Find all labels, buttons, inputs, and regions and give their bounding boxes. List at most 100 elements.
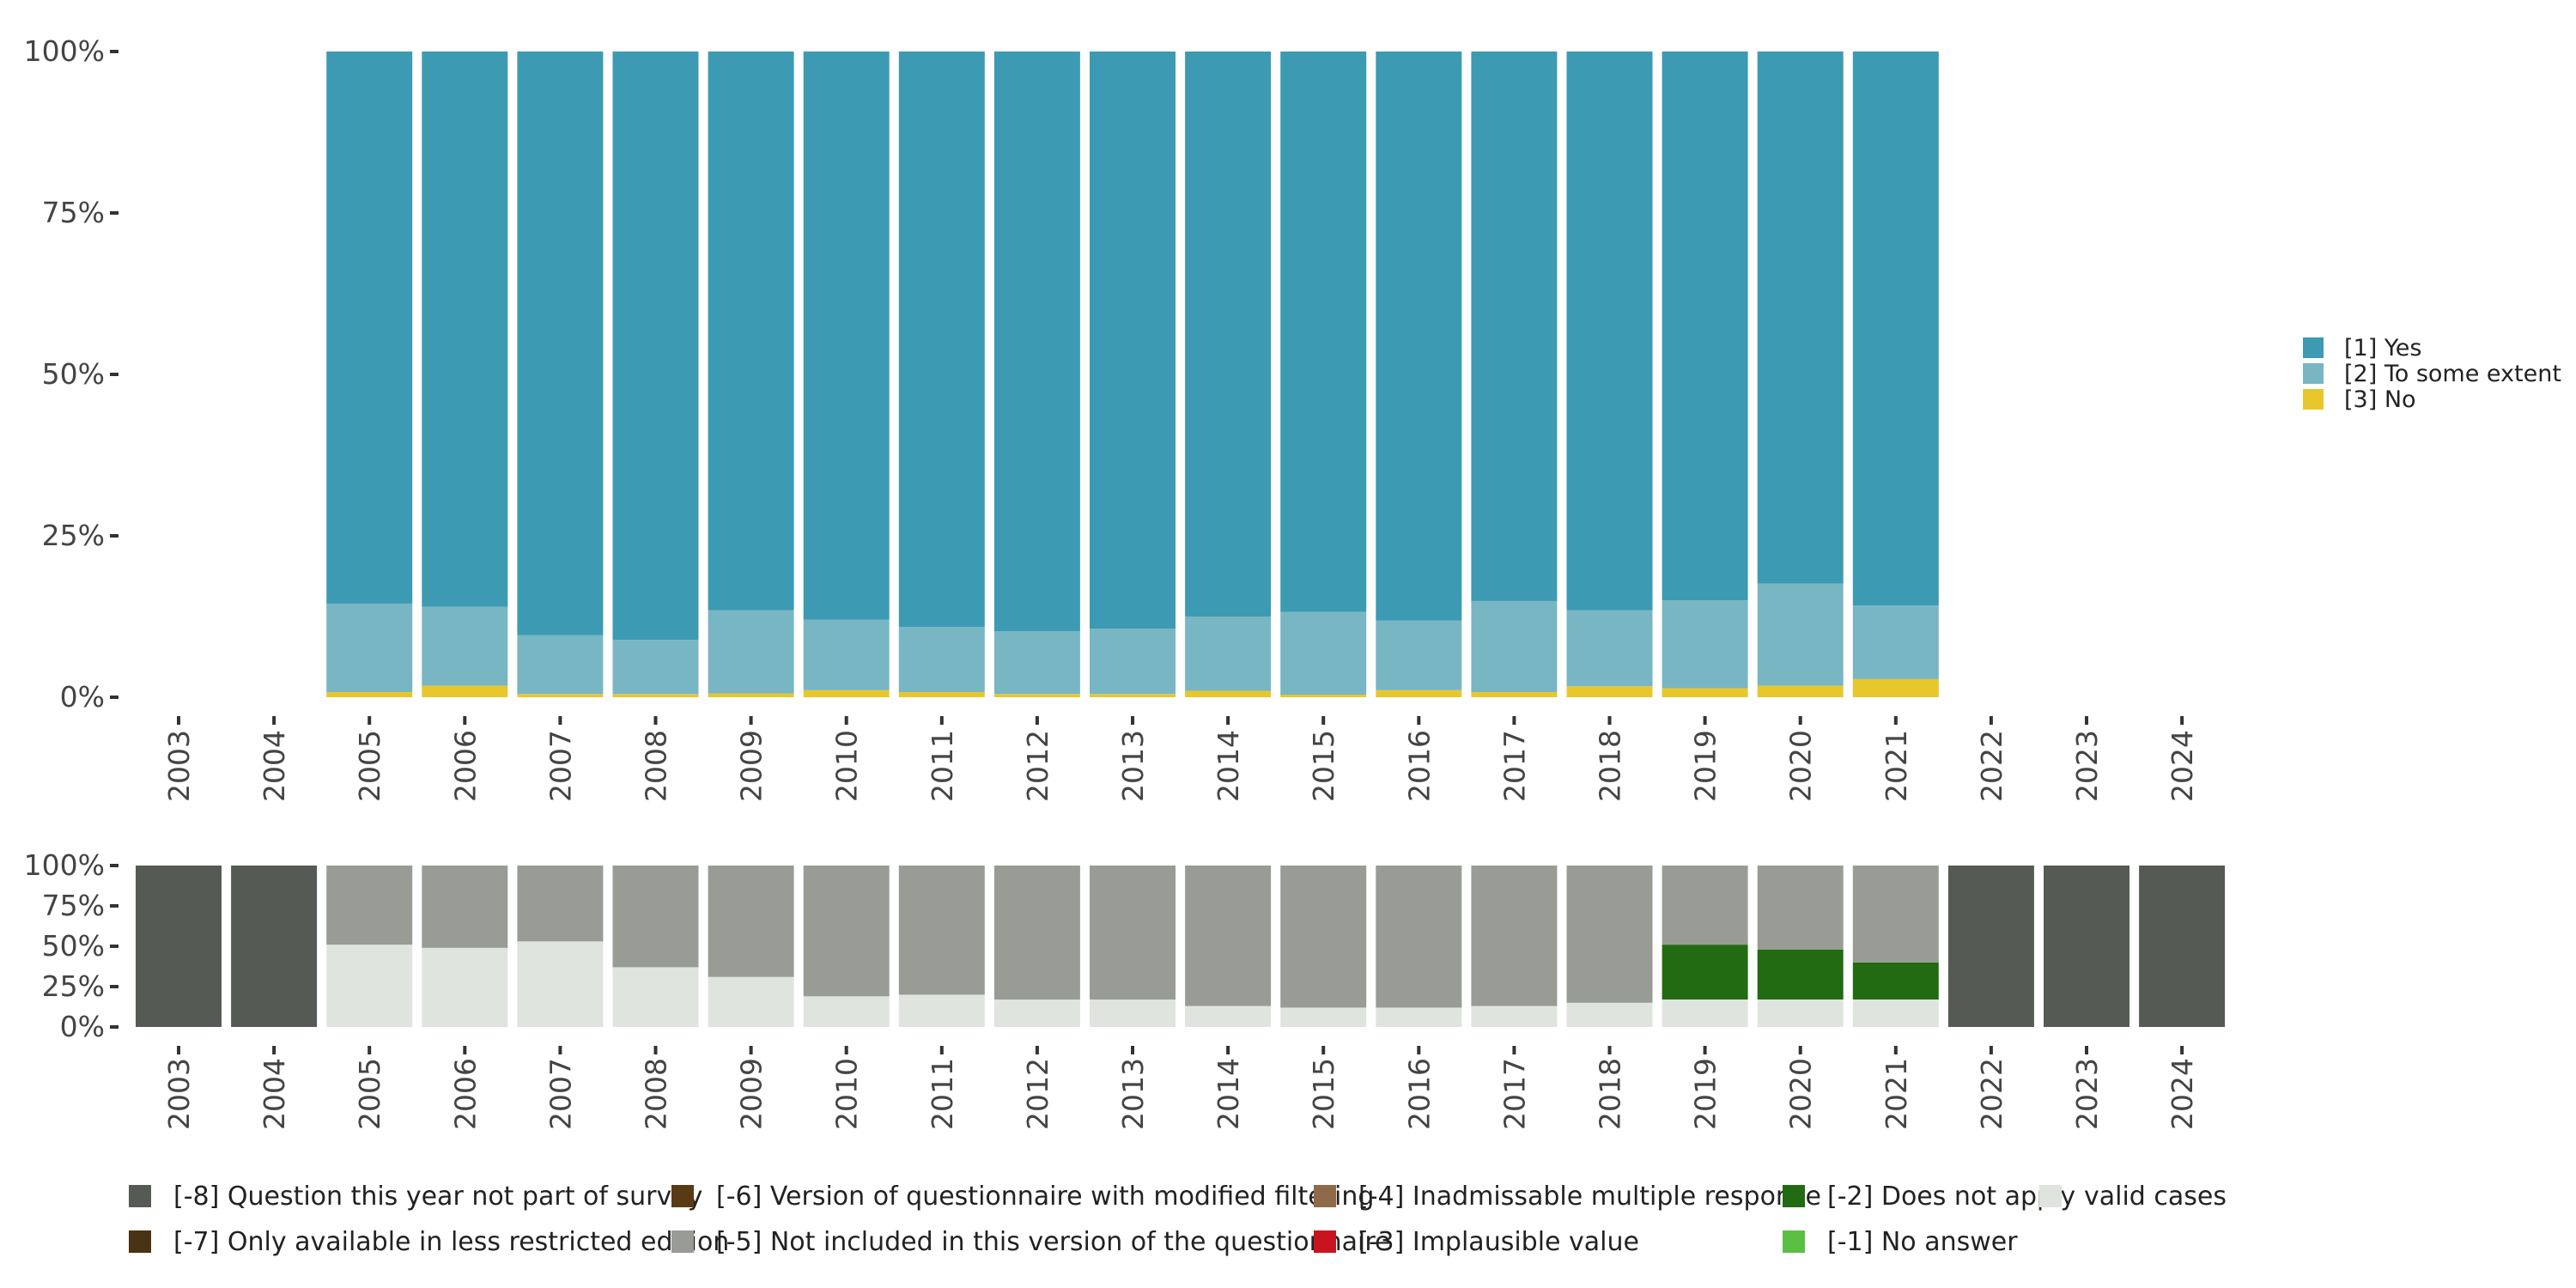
legend-swatch bbox=[1314, 1185, 1336, 1207]
x-tick-label: 2003 bbox=[162, 1058, 196, 1130]
x-tick-label: 2020 bbox=[1784, 730, 1818, 802]
x-tick-label: 2009 bbox=[735, 1058, 769, 1130]
legend-label: [-3] Implausible value bbox=[1358, 1227, 1639, 1257]
x-tick-label: 2006 bbox=[448, 1058, 482, 1130]
bar-segment bbox=[326, 945, 413, 1027]
y-tick-label: 100% bbox=[24, 848, 105, 882]
bar-segment bbox=[993, 694, 1080, 697]
bar-segment bbox=[803, 690, 890, 697]
bar-segment bbox=[612, 967, 699, 1027]
y-tick-label: 25% bbox=[42, 969, 105, 1003]
bar-segment bbox=[1757, 685, 1844, 697]
bottom-chart-panel: 0% 25% 50% 75% 100% 2003 2004 2005 2006 2007 2008 2… bbox=[24, 848, 2226, 1130]
y-tick-label: 0% bbox=[60, 1010, 105, 1043]
x-tick-label: 2017 bbox=[1498, 1058, 1531, 1130]
top-chart-panel: 0% 25% 50% 75% 100% 2003 2004 2005 2006 2007 2008 2… bbox=[24, 34, 2199, 802]
bar-segment bbox=[1947, 866, 2034, 1027]
bar-segment bbox=[898, 691, 985, 697]
x-tick-label: 2013 bbox=[1116, 730, 1150, 802]
bar-segment bbox=[993, 52, 1080, 632]
bar-segment bbox=[1376, 620, 1462, 690]
bar-segment bbox=[1852, 962, 1939, 1000]
x-tick-label: 2018 bbox=[1594, 1058, 1627, 1130]
bar-segment bbox=[1757, 999, 1844, 1027]
bar-segment bbox=[1185, 1005, 1272, 1027]
bar-segment bbox=[326, 603, 413, 692]
x-tick-label: 2003 bbox=[162, 730, 196, 802]
x-tick-label: 2007 bbox=[544, 1058, 577, 1130]
bar-segment bbox=[1852, 866, 1939, 963]
bar-segment bbox=[993, 866, 1080, 1000]
x-tick-label: 2007 bbox=[544, 730, 577, 802]
y-tick-label: 100% bbox=[24, 34, 105, 68]
x-tick-label: 2010 bbox=[830, 730, 864, 802]
bar-segment bbox=[1185, 617, 1272, 691]
legend-label: [-7] Only available in less restricted e… bbox=[173, 1227, 729, 1257]
y-tick-label: 75% bbox=[42, 196, 105, 229]
x-tick-label: 2021 bbox=[1880, 1058, 1913, 1130]
legend-label: [-5] Not included in this version of the… bbox=[716, 1227, 1391, 1257]
x-tick-label: 2008 bbox=[640, 1058, 673, 1130]
bar-segment bbox=[1471, 600, 1558, 692]
x-tick-label: 2006 bbox=[448, 730, 482, 802]
bar-segment bbox=[1280, 694, 1367, 697]
x-tick-label: 2014 bbox=[1212, 1058, 1245, 1130]
bar-segment bbox=[231, 866, 318, 1027]
bar-segment bbox=[1852, 678, 1939, 697]
bar-segment bbox=[1185, 866, 1272, 1006]
bar-segment bbox=[803, 996, 890, 1027]
bar-segment bbox=[708, 976, 794, 1027]
legend-label: [1] Yes bbox=[2344, 335, 2421, 361]
bar-segment bbox=[517, 941, 604, 1027]
bar-segment bbox=[1566, 52, 1653, 611]
bar-segment bbox=[1090, 694, 1176, 697]
bar-segment bbox=[612, 866, 699, 968]
bar-segment bbox=[136, 866, 222, 1027]
x-tick-label: 2008 bbox=[640, 730, 673, 802]
bar-segment bbox=[422, 685, 508, 697]
x-tick-label: 2016 bbox=[1402, 730, 1436, 802]
bar-segment bbox=[898, 866, 985, 995]
legend-swatch bbox=[129, 1185, 151, 1207]
bar-segment bbox=[1662, 600, 1748, 689]
bar-segment bbox=[1566, 866, 1653, 1003]
legend-label: [-6] Version of questionnaire with modif… bbox=[716, 1182, 1374, 1212]
bar-segment bbox=[1471, 691, 1558, 697]
legend-swatch bbox=[1783, 1230, 1805, 1253]
bar-segment bbox=[1757, 866, 1844, 950]
legend-label: [-4] Inadmissable multiple response bbox=[1358, 1182, 1821, 1212]
x-tick-label: 2019 bbox=[1689, 730, 1722, 802]
x-tick-label: 2021 bbox=[1880, 730, 1913, 802]
bar-segment bbox=[1376, 1007, 1462, 1027]
x-tick-label: 2022 bbox=[1975, 730, 2008, 802]
bar-segment bbox=[2044, 866, 2129, 1027]
bar-segment bbox=[1090, 629, 1176, 695]
bar-segment bbox=[708, 52, 794, 611]
x-tick-label: 2020 bbox=[1784, 1058, 1818, 1130]
x-tick-label: 2018 bbox=[1594, 730, 1627, 802]
x-tick-label: 2015 bbox=[1307, 730, 1340, 802]
bar-segment bbox=[1662, 688, 1748, 697]
bar-segment bbox=[1662, 866, 1748, 945]
bar-segment bbox=[2139, 866, 2226, 1027]
legend-swatch bbox=[1314, 1230, 1336, 1253]
bar-segment bbox=[422, 866, 508, 948]
legend-swatch bbox=[671, 1230, 694, 1253]
y-tick-label: 75% bbox=[42, 889, 105, 922]
bar-segment bbox=[1090, 866, 1176, 1000]
bar-segment bbox=[1662, 999, 1748, 1027]
x-tick-label: 2004 bbox=[258, 730, 291, 802]
x-tick-label: 2013 bbox=[1116, 1058, 1150, 1130]
bar-segment bbox=[326, 866, 413, 945]
bar-segment bbox=[1280, 52, 1367, 612]
bar-segment bbox=[612, 694, 699, 697]
bar-segment bbox=[708, 693, 794, 697]
x-tick-label: 2019 bbox=[1689, 1058, 1722, 1130]
x-tick-label: 2009 bbox=[735, 730, 769, 802]
bar-segment bbox=[1471, 52, 1558, 601]
x-tick-label: 2005 bbox=[353, 1058, 386, 1130]
x-tick-label: 2017 bbox=[1498, 730, 1531, 802]
bar-segment bbox=[517, 866, 604, 942]
bar-segment bbox=[803, 866, 890, 997]
